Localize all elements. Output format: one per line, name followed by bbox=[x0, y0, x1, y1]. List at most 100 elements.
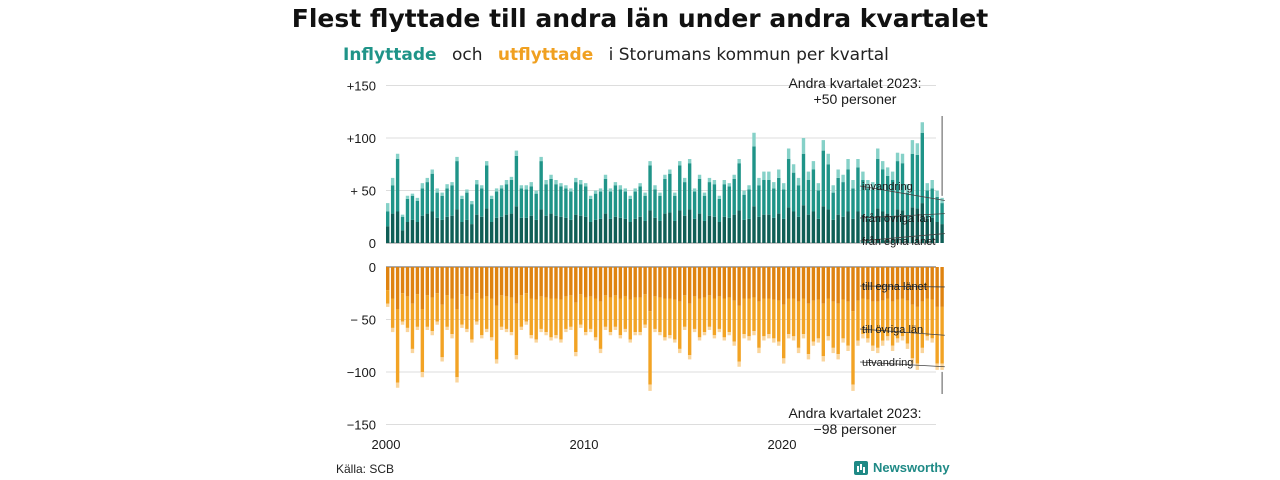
bar-till-egna-lanet bbox=[767, 267, 771, 299]
bar-fran-egna-lanet bbox=[697, 213, 702, 243]
bar-till-ovriga-lan bbox=[410, 303, 415, 349]
bar-fran-ovriga-lan bbox=[529, 186, 533, 216]
bar-utvandring bbox=[410, 348, 415, 354]
bar-till-ovriga-lan bbox=[861, 298, 865, 335]
bar-fran-ovriga-lan bbox=[485, 165, 489, 209]
bar-invandring bbox=[910, 140, 915, 154]
bar-utvandring bbox=[524, 321, 528, 325]
bar-utvandring bbox=[930, 338, 934, 343]
bar-fran-egna-lanet bbox=[450, 215, 454, 243]
bar-utvandring bbox=[742, 334, 746, 339]
bar-fran-egna-lanet bbox=[836, 214, 840, 243]
bar-fran-egna-lanet bbox=[633, 218, 637, 243]
bar-fran-ovriga-lan bbox=[514, 155, 519, 207]
bar-till-egna-lanet bbox=[613, 267, 618, 296]
bar-fran-ovriga-lan bbox=[420, 188, 425, 216]
bar-till-ovriga-lan bbox=[836, 303, 840, 355]
bar-fran-ovriga-lan bbox=[717, 198, 722, 222]
bar-fran-egna-lanet bbox=[722, 216, 726, 243]
bar-fran-egna-lanet bbox=[811, 211, 816, 243]
bar-utvandring bbox=[692, 328, 697, 333]
y-tick-label: −150 bbox=[347, 418, 376, 433]
bar-utvandring bbox=[430, 331, 434, 336]
bar-till-ovriga-lan bbox=[707, 295, 712, 327]
bar-invandring bbox=[420, 183, 425, 189]
bar-invandring bbox=[445, 184, 449, 189]
bar-till-ovriga-lan bbox=[405, 296, 410, 328]
bar-invandring bbox=[732, 174, 736, 179]
bar-invandring bbox=[593, 190, 598, 194]
bar-till-ovriga-lan bbox=[851, 311, 855, 385]
bar-invandring bbox=[588, 195, 593, 199]
bar-fran-egna-lanet bbox=[663, 213, 667, 243]
bar-fran-ovriga-lan bbox=[687, 163, 692, 210]
bar-utvandring bbox=[668, 335, 672, 339]
bar-utvandring bbox=[777, 341, 781, 346]
bar-till-egna-lanet bbox=[658, 267, 662, 298]
bar-fran-egna-lanet bbox=[658, 220, 662, 243]
bar-till-ovriga-lan bbox=[673, 299, 677, 340]
bar-utvandring bbox=[405, 327, 410, 333]
bar-fran-egna-lanet bbox=[410, 219, 415, 243]
bar-invandring bbox=[762, 171, 766, 180]
bar-fran-egna-lanet bbox=[683, 215, 687, 243]
bar-fran-egna-lanet bbox=[544, 215, 548, 243]
bar-fran-ovriga-lan bbox=[618, 189, 623, 218]
bar-invandring bbox=[524, 185, 528, 190]
bar-till-ovriga-lan bbox=[722, 298, 726, 338]
bar-utvandring bbox=[925, 336, 929, 341]
bar-invandring bbox=[915, 143, 920, 155]
bar-fran-ovriga-lan bbox=[554, 184, 558, 216]
bar-fran-ovriga-lan bbox=[489, 198, 494, 222]
bar-fran-egna-lanet bbox=[786, 207, 791, 243]
bar-invandring bbox=[821, 140, 825, 151]
bar-fran-egna-lanet bbox=[420, 215, 425, 243]
bar-utvandring bbox=[574, 352, 578, 357]
bar-invandring bbox=[574, 177, 578, 183]
bar-till-egna-lanet bbox=[435, 267, 439, 294]
bar-utvandring bbox=[415, 326, 420, 330]
bar-till-ovriga-lan bbox=[831, 301, 835, 348]
bar-fran-ovriga-lan bbox=[890, 180, 895, 216]
bar-fran-ovriga-lan bbox=[579, 184, 583, 216]
bar-fran-ovriga-lan bbox=[445, 188, 449, 217]
bar-fran-ovriga-lan bbox=[668, 173, 672, 213]
bar-utvandring bbox=[737, 361, 741, 367]
bar-invandring bbox=[440, 192, 444, 196]
bar-till-ovriga-lan bbox=[514, 303, 519, 356]
bar-till-egna-lanet bbox=[544, 267, 548, 298]
bar-till-egna-lanet bbox=[816, 267, 821, 300]
bar-utvandring bbox=[811, 341, 816, 346]
bar-till-egna-lanet bbox=[742, 267, 746, 299]
bar-utvandring bbox=[678, 348, 682, 354]
bar-fran-egna-lanet bbox=[801, 205, 806, 243]
bar-till-egna-lanet bbox=[856, 267, 860, 301]
bar-fran-egna-lanet bbox=[613, 216, 618, 243]
bar-utvandring bbox=[687, 355, 692, 360]
bar-till-ovriga-lan bbox=[509, 297, 514, 333]
bar-till-ovriga-lan bbox=[445, 295, 449, 327]
axes: +150 +100 + 50 0 0 − 50 −100 −150 2000 2010 2020 bbox=[347, 79, 797, 453]
bar-fran-egna-lanet bbox=[856, 211, 860, 243]
bar-fran-egna-lanet bbox=[905, 219, 910, 243]
bar-invandring bbox=[796, 177, 801, 186]
bar-till-ovriga-lan bbox=[910, 304, 915, 359]
bar-till-egna-lanet bbox=[732, 267, 736, 301]
bar-till-egna-lanet bbox=[791, 267, 796, 299]
bar-fran-egna-lanet bbox=[732, 214, 736, 243]
bar-invandring bbox=[895, 152, 900, 162]
bar-invandring bbox=[772, 182, 776, 189]
bar-utvandring bbox=[465, 328, 469, 333]
bar-invandring bbox=[544, 180, 548, 185]
bar-invandring bbox=[767, 171, 771, 180]
bar-fran-ovriga-lan bbox=[633, 191, 637, 219]
bar-till-ovriga-lan bbox=[386, 290, 390, 304]
bar-utvandring bbox=[395, 382, 400, 388]
bar-fran-egna-lanet bbox=[702, 220, 707, 243]
bar-till-ovriga-lan bbox=[811, 300, 816, 342]
bar-invandring bbox=[831, 185, 835, 193]
bar-fran-egna-lanet bbox=[876, 208, 880, 243]
bar-fran-egna-lanet bbox=[851, 218, 855, 243]
bar-till-ovriga-lan bbox=[450, 298, 454, 335]
bar-fran-egna-lanet bbox=[460, 222, 464, 243]
